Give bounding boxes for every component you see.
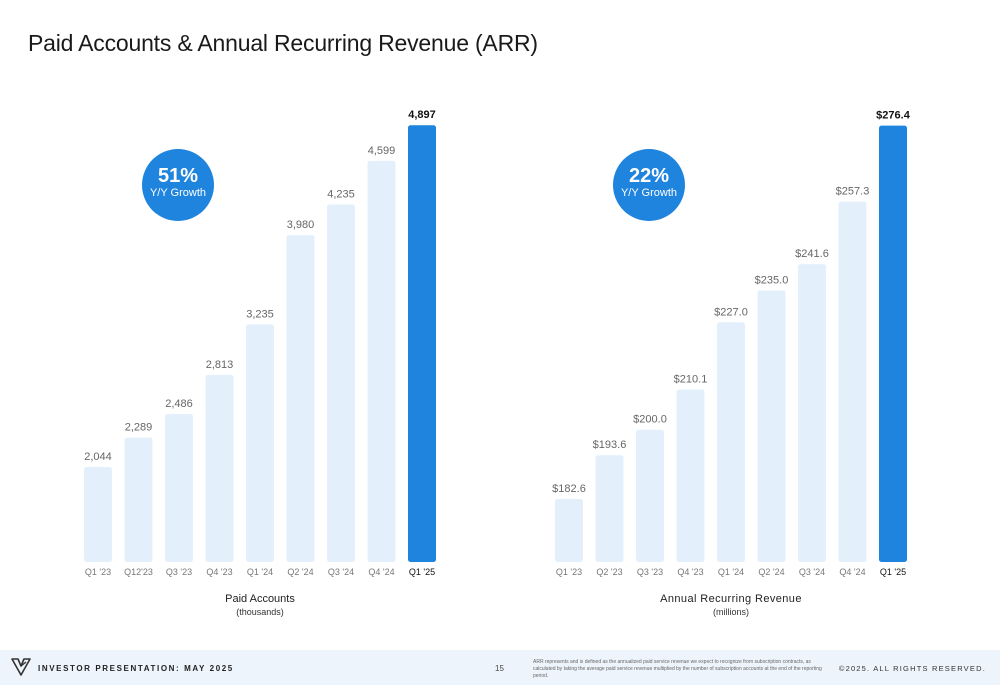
accounts-tick-label: Q3 '23: [166, 567, 192, 577]
footer-bar: INVESTOR PRESENTATION: MAY 2025 15 ARR r…: [0, 650, 1000, 685]
accounts-tick-label: Q4 '24: [368, 567, 394, 577]
arr-bar: [838, 201, 867, 562]
company-logo-icon: [10, 656, 32, 683]
accounts-caption-text: Paid Accounts: [225, 593, 295, 605]
arr-axis-caption: Annual Recurring Revenue (millions): [641, 593, 821, 619]
accounts-data-label: 2,044: [84, 451, 112, 463]
accounts-data-label: 4,897: [408, 109, 436, 121]
arr-caption-text: Annual Recurring Revenue: [660, 593, 802, 605]
copyright-text: ©2025. ALL RIGHTS RESERVED.: [838, 664, 986, 673]
arr-data-label: $257.3: [836, 186, 870, 198]
accounts-tick-label: Q1 '24: [247, 567, 273, 577]
accounts-bar: [124, 437, 153, 562]
arr-growth-label: Y/Y Growth: [620, 187, 678, 199]
arr-data-label: $235.0: [755, 274, 789, 286]
accounts-tick-label: Q1 '23: [85, 567, 111, 577]
accounts-data-label: 4,235: [327, 189, 355, 201]
arr-data-label: $182.6: [552, 483, 586, 495]
accounts-bar: [246, 324, 274, 562]
accounts-growth-badge: 51% Y/Y Growth: [142, 149, 214, 221]
accounts-data-label: 3,235: [246, 308, 274, 320]
arr-caption-unit: (millions): [713, 607, 749, 617]
accounts-axis-caption: Paid Accounts (thousands): [180, 593, 340, 619]
arr-data-label: $193.6: [593, 439, 627, 451]
arr-tick-label: Q3 '23: [637, 567, 663, 577]
accounts-bar: [84, 467, 112, 562]
arr-bar: [636, 429, 664, 562]
accounts-bar: [286, 235, 315, 562]
bar-charts: 2,044 Q1 '23 2,289 Q12'23 2,486 Q3 '23 2,813 Q4…: [84, 109, 911, 577]
arr-tick-label: Q1 '25: [880, 567, 906, 577]
arr-growth-badge: 22% Y/Y Growth: [613, 149, 685, 221]
arr-growth-percent: 22%: [628, 165, 670, 187]
accounts-growth-label: Y/Y Growth: [149, 187, 207, 199]
arr-tick-label: Q4 '24: [839, 567, 865, 577]
arr-footnote: ARR represents and is defined as the ann…: [533, 659, 822, 679]
accounts-bar: [367, 160, 396, 562]
accounts-bar: [327, 204, 355, 563]
arr-tick-label: Q2 '24: [758, 567, 784, 577]
accounts-data-label: 2,289: [125, 422, 153, 434]
arr-bar: [757, 290, 786, 562]
accounts-growth-percent: 51%: [157, 165, 199, 187]
accounts-caption-unit: (thousands): [236, 607, 284, 617]
accounts-tick-label: Q2 '24: [287, 567, 313, 577]
arr-bar: [676, 389, 705, 562]
accounts-tick-label: Q4 '23: [206, 567, 232, 577]
accounts-bar: [408, 125, 436, 562]
arr-data-label: $210.1: [674, 374, 708, 386]
accounts-data-label: 2,486: [165, 398, 193, 410]
arr-tick-label: Q4 '23: [677, 567, 703, 577]
arr-bar: [595, 455, 624, 562]
accounts-data-label: 3,980: [287, 219, 315, 231]
arr-tick-label: Q1 '23: [556, 567, 582, 577]
accounts-bar: [165, 414, 193, 562]
accounts-data-label: 2,813: [206, 359, 234, 371]
arr-data-label: $276.4: [876, 110, 911, 122]
arr-tick-label: Q2 '23: [596, 567, 622, 577]
arr-data-label: $227.0: [714, 306, 748, 318]
arr-data-label: $241.6: [795, 248, 829, 260]
arr-bar: [555, 499, 583, 562]
page-number: 15: [495, 664, 504, 673]
accounts-tick-label: Q3 '24: [328, 567, 354, 577]
arr-data-label: $200.0: [633, 414, 667, 426]
accounts-data-label: 4,599: [368, 145, 396, 157]
arr-bar: [798, 264, 826, 562]
arr-bar: [717, 322, 745, 562]
arr-tick-label: Q1 '24: [718, 567, 744, 577]
accounts-tick-label: Q12'23: [124, 567, 153, 577]
arr-bar: [879, 125, 907, 563]
accounts-tick-label: Q1 '25: [409, 567, 435, 577]
accounts-bar: [205, 374, 234, 562]
arr-tick-label: Q3 '24: [799, 567, 825, 577]
page-title: Paid Accounts & Annual Recurring Revenue…: [28, 30, 538, 56]
presentation-label: INVESTOR PRESENTATION: MAY 2025: [38, 664, 234, 673]
